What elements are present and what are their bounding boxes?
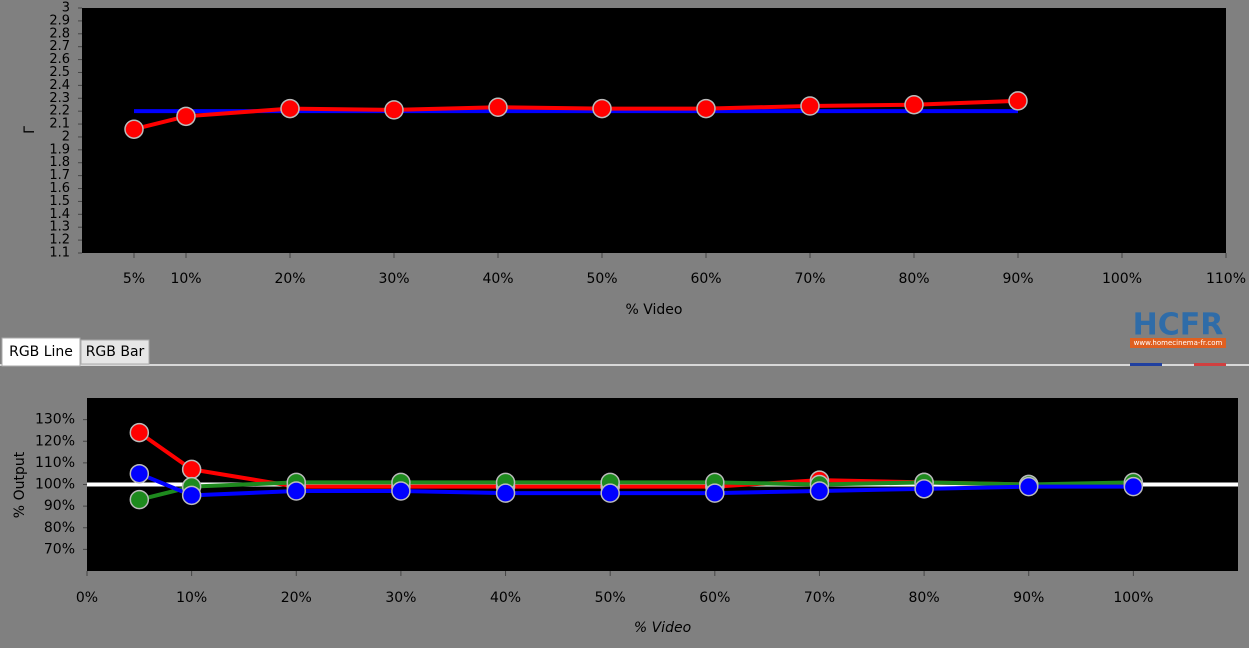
x-tick-label: 40% [490,590,521,606]
x-tick-label: 5% [123,271,145,287]
y-tick-label: 2.7 [49,39,70,54]
tab-label[interactable]: RGB Line [9,344,73,360]
marker [391,481,411,501]
marker [809,481,830,501]
x-tick-label: 20% [274,271,305,287]
x-tick-label: 70% [794,271,825,287]
x-tick-label: 20% [281,590,312,606]
marker [600,483,620,503]
tab[interactable] [1,337,81,367]
y-tick-label: 130% [35,412,75,428]
marker [495,483,516,503]
logo-text: HCFR [1133,308,1224,343]
x-tick-label: 50% [595,590,626,606]
marker [696,98,716,119]
tab[interactable] [80,339,150,365]
marker [176,106,196,127]
marker [914,479,934,499]
marker [705,483,725,503]
y-tick-label: 2.4 [49,78,70,93]
x-tick-label: 80% [909,590,940,606]
y-tick-label: 2.1 [49,117,70,132]
marker [129,463,150,484]
y-tick-label: 2.8 [49,26,70,41]
x-tick-label: 30% [378,271,409,287]
x-tick-label: 110% [1206,271,1246,287]
y-tick-label: 1.8 [49,155,70,170]
x-axis-title: % Video [634,620,691,636]
logo-flag [1194,363,1226,366]
x-tick-label: 100% [1113,590,1153,606]
y-tick-label: 1.2 [49,233,70,248]
y-tick-label: 100% [35,477,75,493]
y-tick-label: 2.5 [49,65,70,80]
y-tick-label: 2.2 [49,104,70,119]
x-tick-label: 80% [898,271,929,287]
marker [286,481,307,501]
marker [800,96,820,116]
y-axis-title: Γ [22,126,38,134]
y-tick-label: 2 [62,129,70,144]
y-tick-label: 1.1 [49,246,70,261]
marker [592,98,612,119]
x-tick-label: 40% [482,271,513,287]
y-tick-label: 1.3 [49,220,70,235]
x-tick-label: 10% [176,590,207,606]
marker [488,97,508,118]
y-tick-label: 120% [35,433,75,449]
plot-area [82,8,1226,253]
marker [1018,476,1039,497]
y-tick-label: 1.7 [49,168,70,183]
tab-label[interactable]: RGB Bar [86,344,145,360]
x-tick-label: 90% [1013,590,1044,606]
y-tick-label: 110% [35,455,75,471]
logo-band [1130,338,1226,348]
x-tick-label: 90% [1002,271,1033,287]
y-tick-label: 1.5 [49,194,70,209]
y-tick-label: 1.9 [49,142,70,157]
logo: HCFR www.homecinema-fr.com [1130,308,1226,366]
y-tick-label: 2.9 [49,13,70,28]
marker [280,98,300,119]
marker [124,119,144,139]
x-tick-label: 70% [804,590,835,606]
marker [1123,476,1144,497]
y-tick-label: 1.4 [49,207,70,222]
x-tick-label: 60% [690,271,721,287]
x-tick-label: 0% [76,590,98,606]
y-tick-label: 3 [62,1,70,16]
marker [181,485,202,506]
x-tick-label: 60% [699,590,730,606]
y-tick-label: 80% [44,520,75,536]
logo-flag [1130,363,1162,366]
y-tick-label: 1.6 [49,181,70,196]
marker [384,100,404,120]
y-tick-label: 2.3 [49,91,70,106]
y-tick-label: 70% [44,541,75,557]
series-line [133,98,1019,132]
y-tick-label: 90% [44,498,75,514]
y-tick-label: 2.6 [49,52,70,67]
marker [129,422,150,443]
x-tick-label: 10% [170,271,201,287]
x-tick-label: 30% [385,590,416,606]
marker [129,489,150,510]
marker [181,459,202,480]
y-axis-title: % Output [12,451,28,518]
x-tick-label: 100% [1102,271,1142,287]
marker [1008,91,1028,111]
x-tick-label: 50% [586,271,617,287]
logo-url: www.homecinema-fr.com [1134,339,1223,347]
x-axis-title: % Video [626,302,683,318]
marker [904,94,924,115]
separator [0,364,1249,366]
